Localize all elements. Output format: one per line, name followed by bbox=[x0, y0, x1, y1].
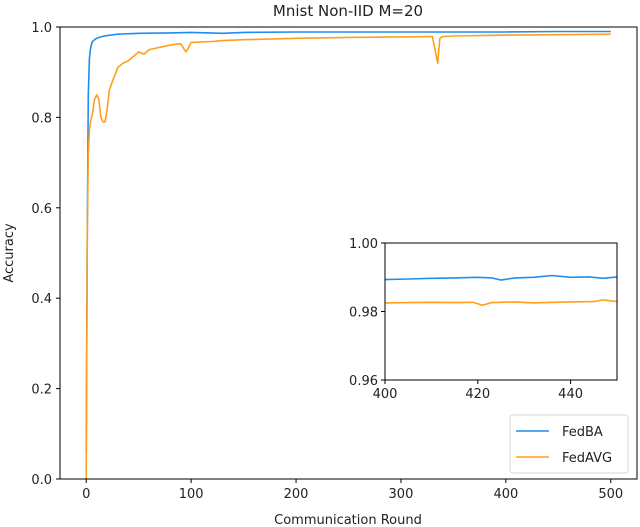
legend-fedba-label: FedBA bbox=[562, 425, 603, 440]
chart-legend: FedBA FedAVG bbox=[509, 414, 629, 474]
legend-box bbox=[509, 414, 629, 474]
x-tick-label: 500 bbox=[598, 487, 623, 502]
y-tick-label: 0.2 bbox=[31, 383, 52, 398]
x-tick-label: 300 bbox=[389, 487, 414, 502]
legend-fedavg-label: FedAVG bbox=[562, 451, 612, 466]
inset-x-axis-ticks: 400 420 440 bbox=[373, 380, 583, 402]
x-tick-label: 200 bbox=[284, 487, 309, 502]
x-tick-label: 400 bbox=[493, 487, 518, 502]
inset-x-tick-label: 400 bbox=[373, 387, 398, 402]
y-tick-label: 0.0 bbox=[31, 473, 52, 488]
x-axis-ticks: 0 100 200 300 400 500 bbox=[82, 479, 623, 502]
inset-x-tick-label: 420 bbox=[465, 387, 490, 402]
y-tick-label: 0.8 bbox=[31, 111, 52, 126]
inset-y-tick-label: 1.00 bbox=[349, 237, 378, 252]
y-tick-label: 0.4 bbox=[31, 292, 52, 307]
inset-series-line-fedavg bbox=[384, 299, 618, 307]
inset-zoom-plot: 400 420 440 0.96 0.98 1.00 bbox=[349, 237, 618, 402]
y-axis-ticks: 0.0 0.2 0.4 0.6 0.8 1.0 bbox=[31, 21, 60, 488]
inset-y-tick-label: 0.96 bbox=[349, 374, 378, 389]
x-axis-label: Communication Round bbox=[274, 513, 422, 527]
x-tick-label: 100 bbox=[179, 487, 204, 502]
inset-y-axis-ticks: 0.96 0.98 1.00 bbox=[349, 237, 385, 389]
inset-series-lines bbox=[384, 274, 618, 307]
x-tick-label: 0 bbox=[82, 487, 90, 502]
y-tick-label: 1.0 bbox=[31, 21, 52, 36]
series-line-fedba bbox=[85, 30, 611, 452]
inset-x-tick-label: 440 bbox=[558, 387, 583, 402]
inset-series-line-fedba bbox=[384, 274, 618, 281]
chart-title: Mnist Non-IID M=20 bbox=[273, 2, 423, 20]
series-line-fedavg bbox=[85, 33, 611, 480]
main-axes-frame bbox=[59, 26, 638, 480]
y-axis-label: Accuracy bbox=[2, 223, 17, 283]
main-series-lines bbox=[85, 30, 611, 480]
inset-y-tick-label: 0.98 bbox=[349, 306, 378, 321]
y-tick-label: 0.6 bbox=[31, 202, 52, 217]
main-plot-area: 0 100 200 300 400 500 0.0 0.2 0.4 0.6 0.8 1.0 bbox=[31, 21, 638, 502]
